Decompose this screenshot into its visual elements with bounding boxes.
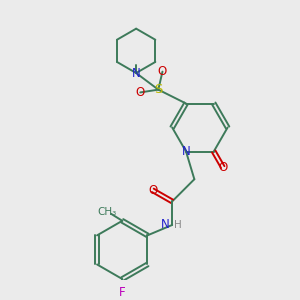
Text: H: H xyxy=(174,220,182,230)
Text: N: N xyxy=(132,67,140,80)
Text: O: O xyxy=(136,86,145,99)
Text: F: F xyxy=(119,286,126,299)
Text: O: O xyxy=(218,160,227,174)
Text: O: O xyxy=(148,184,158,197)
Text: CH₃: CH₃ xyxy=(98,208,117,218)
Text: O: O xyxy=(158,65,167,78)
Text: N: N xyxy=(182,145,190,158)
Text: N: N xyxy=(161,218,170,232)
Text: S: S xyxy=(154,83,163,96)
